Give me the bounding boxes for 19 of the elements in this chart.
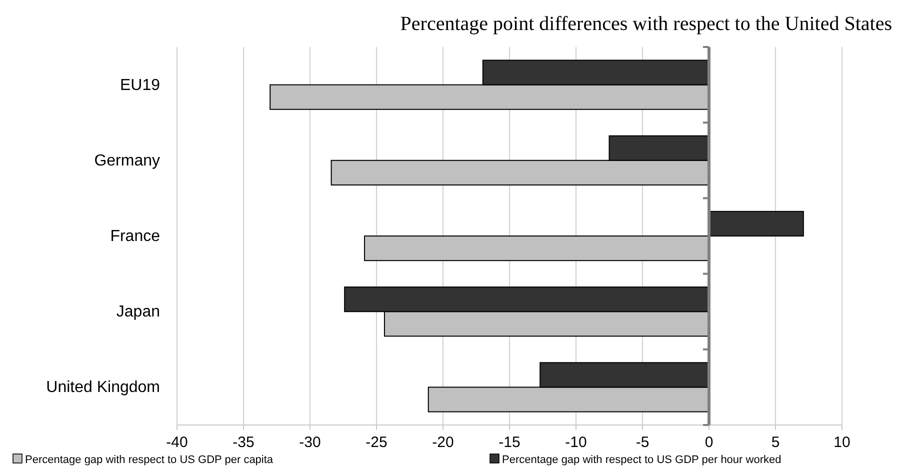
y-tick-label: France	[110, 228, 160, 245]
y-tick-label: United Kingdom	[46, 379, 160, 396]
x-tick-label: -20	[432, 434, 454, 451]
x-tick-label: -25	[366, 434, 388, 451]
x-tick-label: -35	[232, 434, 254, 451]
x-tick-label: -10	[565, 434, 587, 451]
y-tick-label: Germany	[94, 152, 160, 170]
x-tick-label: -30	[299, 434, 321, 451]
x-tick-label: 0	[704, 434, 714, 451]
x-tick-label: 10	[834, 434, 850, 451]
y-tick-label: Japan	[116, 304, 160, 321]
x-tick-label: -15	[498, 434, 520, 451]
legend-label: Percentage gap with respect to US GDP per hour worked	[502, 454, 782, 466]
x-tick-label: -40	[166, 434, 188, 451]
x-tick-label: 5	[771, 434, 780, 451]
chart-title: Percentage point differences with respect to the United States	[400, 13, 892, 35]
x-tick-label: -5	[636, 434, 650, 451]
legend-label: Percentage gap with respect to US GDP per capita	[25, 454, 274, 466]
y-tick-label: EU19	[120, 76, 160, 94]
